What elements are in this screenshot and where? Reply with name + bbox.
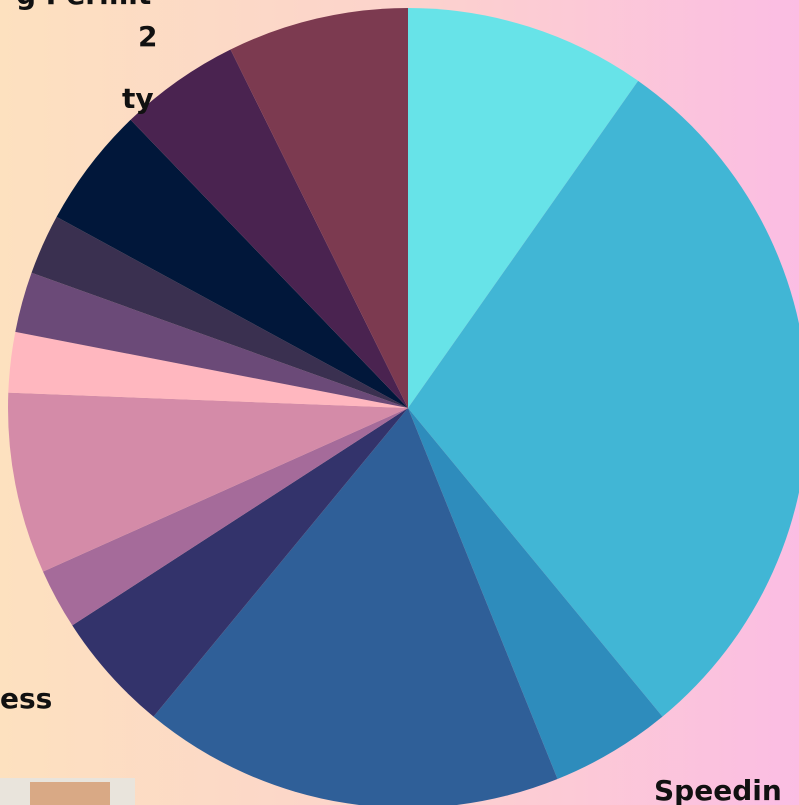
label-fragment: g Permit — [16, 0, 151, 11]
pie — [8, 8, 799, 805]
label-fragment: ess — [0, 682, 52, 715]
label-fragment: ty — [122, 82, 154, 115]
label-fragment: Speedin — [654, 774, 782, 805]
label-fragment: 2 — [138, 20, 157, 53]
page: g Permit 2 ty ess Speedin (() => { const… — [0, 0, 799, 805]
chart: g Permit 2 ty ess Speedin — [0, 0, 799, 805]
thumbnail-detail — [30, 782, 110, 805]
